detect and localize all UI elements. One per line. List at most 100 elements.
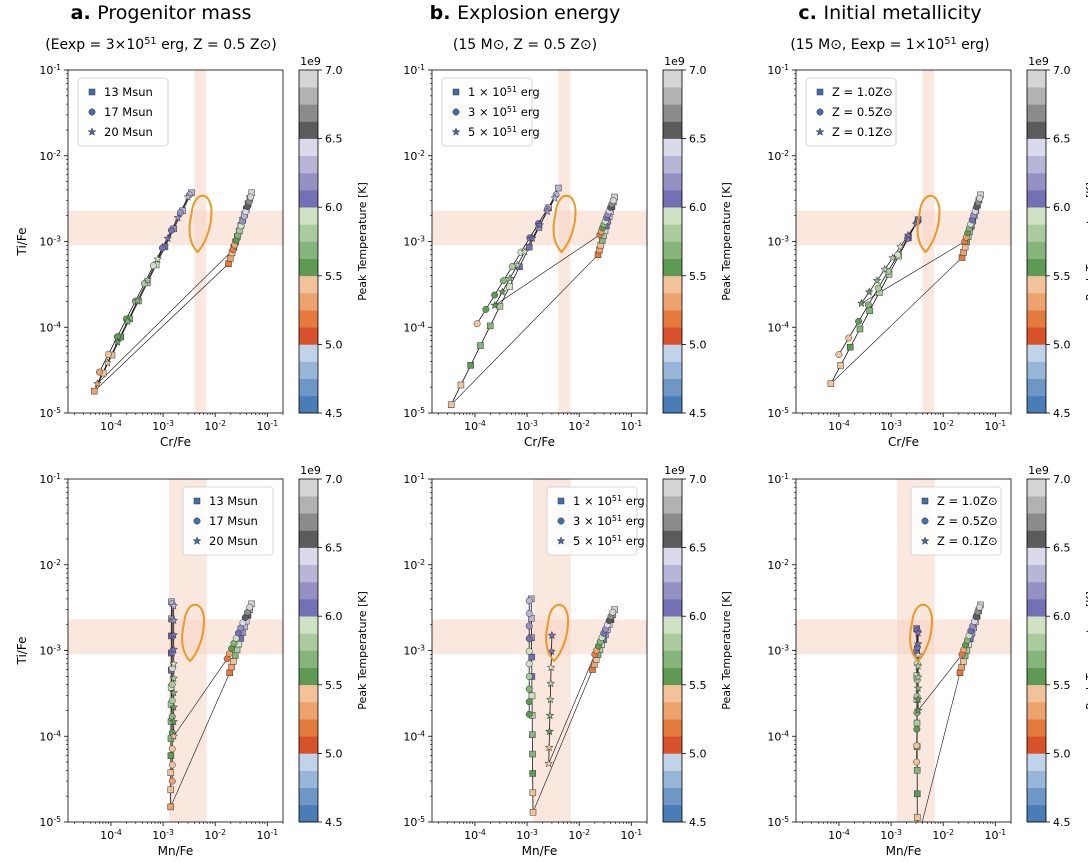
colorbar-segment [299, 753, 318, 771]
colorbar-multiplier: 1e9 [300, 464, 321, 477]
colorbar-tick-label: 5.5 [1053, 270, 1071, 283]
colorbar-segment [663, 804, 682, 823]
colorbar-segment [1027, 650, 1046, 668]
colorbar-segment [299, 104, 318, 122]
data-point-square [866, 307, 873, 314]
data-point-square [230, 658, 237, 665]
data-point-star [545, 726, 554, 736]
data-point-star [163, 233, 173, 243]
colorbar-segment [1027, 736, 1046, 754]
data-point-square [914, 814, 921, 821]
colorbar-segment [299, 496, 318, 514]
legend-box [805, 77, 897, 147]
y-tick-label: 10-5 [767, 815, 789, 830]
y-tick-label: 10-1 [767, 472, 789, 487]
colorbar-segment [1027, 770, 1046, 788]
y-tick-label: 10-4 [403, 320, 425, 335]
observed-ti-band [796, 210, 1011, 246]
data-point-square [167, 769, 175, 776]
connector-line [830, 257, 963, 384]
x-axis-label: Mn/Fe [158, 844, 194, 858]
data-point-circle [921, 517, 929, 525]
observed-x-band [194, 70, 207, 413]
colorbar-segment [663, 650, 682, 668]
colorbar-segment [663, 530, 682, 548]
colorbar-segment [1027, 378, 1046, 397]
x-tick-label: 10-4 [100, 419, 122, 434]
data-point-square [528, 692, 536, 700]
colorbar-segment [299, 292, 318, 311]
x-tick-label: 10-1 [984, 828, 1006, 843]
colorbar-segment [663, 104, 682, 122]
legend-entry: 13 Msun [104, 85, 153, 99]
colorbar-segment [663, 292, 682, 311]
colorbar-segment [299, 804, 318, 823]
colorbar-segment [1027, 616, 1046, 634]
colorbar-segment [1027, 667, 1046, 686]
colorbar-segment [299, 564, 318, 583]
colorbar-segment [299, 684, 318, 703]
colorbar-segment [299, 378, 318, 397]
y-tick-label: 10-3 [403, 234, 425, 249]
colorbar-segment [299, 667, 318, 686]
x-tick-label: 10-2 [932, 419, 954, 434]
x-tick-label: 10-3 [880, 419, 902, 434]
data-point-square [555, 184, 562, 192]
y-tick-label: 10-3 [403, 643, 425, 658]
data-point-circle [176, 209, 184, 217]
x-tick-label: 10-3 [880, 828, 902, 843]
colorbar-segment [1027, 530, 1046, 548]
colorbar-segment [1027, 190, 1046, 208]
data-point-star [913, 683, 923, 693]
data-point-circle [609, 608, 617, 616]
data-point-square [837, 362, 844, 369]
data-point-circle [913, 725, 921, 733]
colorbar-segment [663, 121, 682, 139]
legend-entry: Z = 1.0Z⊙ [937, 494, 998, 508]
data-point-circle [816, 108, 824, 116]
colorbar-segment [1027, 804, 1046, 823]
colorbar-segment [663, 736, 682, 754]
x-tick-label: 10-3 [152, 419, 174, 434]
colorbar-segment [299, 599, 318, 617]
data-point-circle [88, 108, 96, 116]
data-point-square [467, 362, 474, 369]
y-tick-label: 10-2 [403, 148, 425, 163]
data-point-circle [168, 713, 176, 721]
colorbar-tick-label: 4.5 [1053, 816, 1071, 829]
colorbar-segment [663, 241, 682, 259]
data-point-square [529, 789, 537, 797]
data-point-circle [149, 262, 157, 270]
colorbar-segment [663, 378, 682, 397]
colorbar-segment [299, 530, 318, 548]
x-tick-label: 10-3 [516, 419, 538, 434]
colorbar-multiplier: 1e9 [300, 55, 321, 68]
colorbar-tick-label: 6.5 [1053, 542, 1071, 555]
colorbar-tick-label: 6.0 [689, 610, 707, 623]
data-point-circle [835, 351, 843, 359]
colorbar-segment [299, 547, 318, 566]
x-tick-label: 10-1 [984, 419, 1006, 434]
y-tick-label: 10-2 [39, 148, 61, 163]
legend-entry: 20 Msun [209, 534, 258, 548]
colorbar-segment [663, 513, 682, 531]
colorbar-segment [299, 719, 318, 737]
colorbar-segment [1027, 172, 1046, 191]
colorbar-segment [663, 753, 682, 771]
observed-contour [181, 603, 206, 663]
data-point-circle [168, 761, 176, 769]
scatter-panel: 10-5 10-4 10-3 10-2 10-1 10-4 10-3 10-2 10-1 Cr/F… [15, 55, 369, 449]
colorbar-label: Peak Temperature [K] [720, 591, 733, 710]
x-axis-label: Mn/Fe [886, 844, 922, 858]
x-tick-label: 10-1 [620, 419, 642, 434]
column-subtitle: (15 M⊙, Eexp = 1×1051 erg) [790, 36, 989, 54]
colorbar-segment [299, 87, 318, 105]
y-tick-label: 10-1 [403, 472, 425, 487]
colorbar-segment [1027, 327, 1046, 345]
colorbar-frame [1026, 478, 1047, 823]
colorbar-tick-label: 4.5 [689, 816, 707, 829]
data-point-circle [525, 609, 533, 617]
colorbar-tick-label: 6.0 [1053, 201, 1071, 214]
colorbar-segment [299, 479, 318, 497]
colorbar-multiplier: 1e9 [664, 55, 685, 68]
